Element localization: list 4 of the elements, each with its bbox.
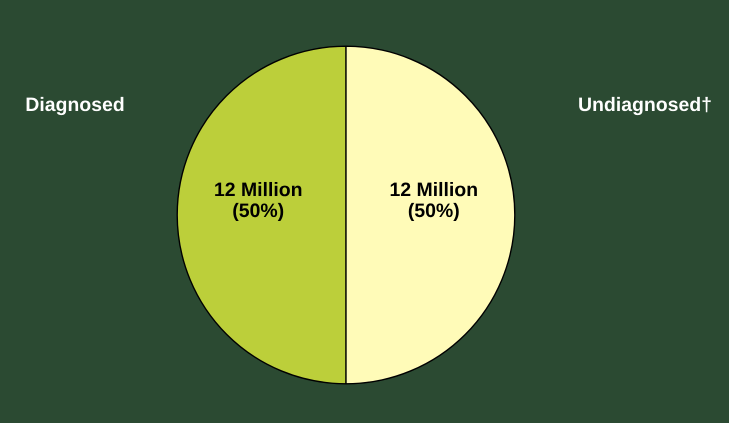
slice-label: Diagnosed xyxy=(26,96,124,116)
slice-label: Undiagnosed† xyxy=(579,96,711,116)
data-label: 12 Million (50%) xyxy=(215,182,302,222)
data-label: 12 Million (50%) xyxy=(390,182,477,222)
